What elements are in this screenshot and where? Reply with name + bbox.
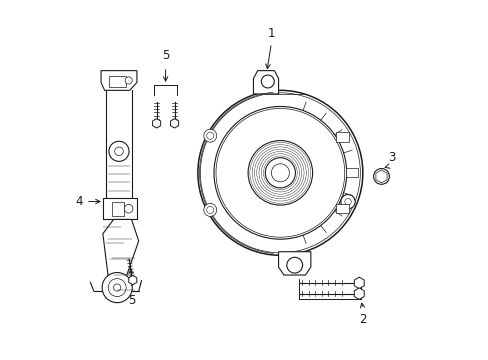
Circle shape	[206, 206, 213, 213]
Polygon shape	[354, 277, 364, 289]
Polygon shape	[109, 76, 126, 87]
Polygon shape	[101, 71, 137, 90]
Circle shape	[340, 194, 354, 209]
Polygon shape	[253, 71, 278, 94]
FancyBboxPatch shape	[336, 204, 348, 213]
Circle shape	[102, 273, 132, 303]
Circle shape	[203, 129, 216, 142]
Circle shape	[109, 141, 129, 161]
Text: 4: 4	[75, 195, 82, 208]
Circle shape	[125, 77, 132, 84]
Text: 5: 5	[162, 49, 169, 62]
Polygon shape	[152, 119, 161, 128]
Circle shape	[373, 168, 388, 184]
Polygon shape	[112, 202, 124, 216]
FancyBboxPatch shape	[336, 132, 348, 141]
Circle shape	[124, 204, 133, 213]
Text: 5: 5	[128, 294, 135, 307]
Polygon shape	[102, 220, 139, 277]
Circle shape	[115, 147, 123, 156]
Polygon shape	[170, 119, 178, 128]
Circle shape	[261, 75, 274, 88]
Polygon shape	[375, 170, 386, 183]
Polygon shape	[102, 198, 137, 220]
Circle shape	[271, 164, 289, 182]
Circle shape	[113, 284, 121, 291]
Polygon shape	[278, 252, 310, 275]
Polygon shape	[354, 288, 364, 300]
Polygon shape	[128, 275, 137, 285]
Circle shape	[108, 279, 126, 297]
Text: 1: 1	[267, 27, 275, 40]
Text: 2: 2	[358, 314, 366, 327]
Circle shape	[203, 203, 216, 216]
Circle shape	[377, 172, 385, 180]
Circle shape	[286, 257, 302, 273]
Circle shape	[265, 158, 295, 188]
FancyBboxPatch shape	[346, 168, 357, 177]
Text: 3: 3	[388, 151, 395, 164]
Circle shape	[206, 132, 213, 139]
